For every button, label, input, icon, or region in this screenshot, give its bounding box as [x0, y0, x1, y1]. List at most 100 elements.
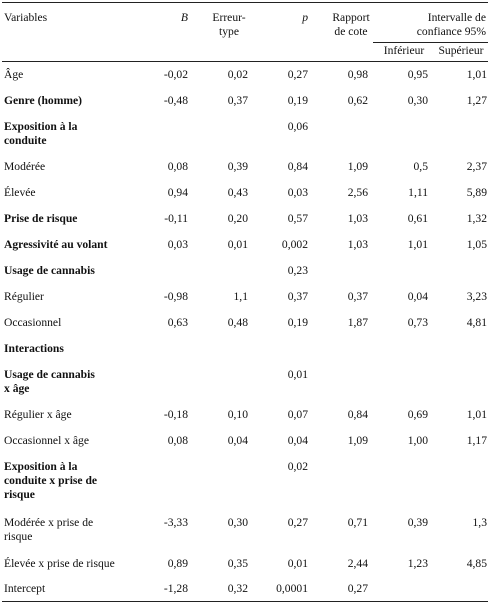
table-cell-ci-lower: 0,73 — [407, 316, 428, 329]
header-se-line2: type — [219, 25, 239, 38]
table-cell-p: 0,04 — [287, 434, 308, 447]
header-or-line1: Rapport — [332, 11, 370, 24]
table-cell-b: 0,03 — [167, 238, 188, 251]
table-cell-b: -1,28 — [163, 582, 188, 595]
table-cell-or: 0,84 — [347, 408, 368, 421]
table-cell-ci-upper: 1,01 — [466, 68, 487, 81]
table-cell-ci-lower: 0,69 — [407, 408, 428, 421]
table-cell-se: 0,30 — [227, 516, 248, 529]
table-cell-b: 0,63 — [167, 316, 188, 329]
table-cell-ci-lower: 0,30 — [407, 94, 428, 107]
table-row-label-cont: risque — [4, 488, 35, 501]
table-row-label: Âge — [4, 68, 24, 81]
table-cell-or: 1,09 — [347, 160, 368, 173]
table-cell-se: 0,20 — [227, 212, 248, 225]
table-cell-or: 1,03 — [347, 238, 368, 251]
table-row-label: Genre (homme) — [4, 94, 83, 107]
table-row-label: Élevée x prise de risque — [4, 557, 115, 570]
table-cell-p: 0,27 — [287, 68, 308, 81]
table-cell-p: 0,19 — [287, 316, 308, 329]
table-cell-p: 0,002 — [281, 238, 308, 251]
table-row-label-cont: conduite x prise de — [4, 474, 98, 487]
table-row-label: Modérée x prise de — [4, 516, 94, 529]
table-cell-p: 0,0001 — [276, 582, 308, 595]
table-row-label: Usage de cannabis — [4, 264, 95, 277]
table-cell-or: 2,44 — [347, 557, 368, 570]
table-row-label: Élevée — [4, 186, 36, 199]
table-cell-or: 0,27 — [347, 582, 368, 595]
table-cell-p: 0,23 — [287, 264, 308, 277]
table-cell-ci-lower: 0,95 — [407, 68, 428, 81]
table-cell-se: 0,35 — [227, 557, 248, 570]
table-cell-se: 0,02 — [227, 68, 248, 81]
table-cell-ci-upper: 1,32 — [466, 212, 487, 225]
table-row-label: Régulier x âge — [4, 408, 72, 421]
header-ci-lower: Inférieur — [383, 44, 425, 57]
table-cell-or: 1,87 — [347, 316, 368, 329]
header-ci-line1: Intervalle de — [427, 11, 486, 24]
table-cell-or: 2,56 — [347, 186, 368, 199]
table-cell-se: 0,32 — [227, 582, 248, 595]
table-cell-ci-lower: 1,23 — [407, 557, 428, 570]
table-row-label-cont: x âge — [4, 382, 30, 395]
header-or-line2: de cote — [334, 25, 368, 38]
header-p: p — [302, 11, 308, 24]
table-cell-p: 0,07 — [287, 408, 308, 421]
table-cell-se: 0,37 — [227, 94, 248, 107]
table-cell-ci-lower: 1,01 — [407, 238, 428, 251]
table-cell-b: -0,11 — [164, 212, 188, 225]
table-cell-b: 0,08 — [167, 160, 188, 173]
table-cell-se: 0,10 — [227, 408, 248, 421]
table-cell-ci-upper: 4,81 — [466, 316, 487, 329]
table-cell-ci-upper: 4,85 — [466, 557, 487, 570]
table-cell-se: 0,04 — [227, 434, 248, 447]
table-row-label: Exposition à la — [4, 120, 78, 133]
table-cell-b: -0,98 — [163, 290, 188, 303]
table-row-label: Exposition à la — [4, 460, 78, 473]
table-cell-ci-upper: 1,05 — [466, 238, 487, 251]
table-cell-b: 0,89 — [167, 557, 188, 570]
table-cell-b: -0,48 — [163, 94, 188, 107]
table-cell-b: 0,08 — [167, 434, 188, 447]
table-cell-p: 0,03 — [287, 186, 308, 199]
table-cell-or: 0,37 — [347, 290, 368, 303]
table-cell-ci-upper: 1,27 — [466, 94, 487, 107]
table-cell-ci-upper: 1,17 — [466, 434, 487, 447]
table-cell-p: 0,02 — [287, 460, 308, 473]
table-cell-se: 0,01 — [227, 238, 248, 251]
table-cell-p: 0,37 — [287, 290, 308, 303]
header-b: B — [180, 11, 188, 24]
ci-subheader-rule — [373, 42, 488, 43]
bottom-rule — [2, 601, 488, 602]
table-cell-ci-upper: 5,89 — [466, 186, 487, 199]
table-cell-ci-lower: 0,5 — [413, 160, 429, 173]
table-row-label: Agressivité au volant — [4, 238, 108, 251]
table-cell-or: 1,03 — [347, 212, 368, 225]
table-row-label: Occasionnel x âge — [4, 434, 89, 447]
table-cell-se: 0,48 — [227, 316, 248, 329]
header-se-line1: Erreur- — [212, 11, 246, 24]
table-cell-p: 0,01 — [287, 368, 308, 381]
header-ci-upper: Supérieur — [438, 44, 484, 57]
table-cell-p: 0,27 — [287, 516, 308, 529]
table-cell-p: 0,06 — [287, 120, 308, 133]
table-cell-se: 0,39 — [227, 160, 248, 173]
table-cell-b: -3,33 — [163, 516, 188, 529]
header-ci-line2: confiance 95% — [416, 25, 486, 38]
table-cell-se: 0,43 — [227, 186, 248, 199]
table-cell-ci-upper: 3,23 — [466, 290, 487, 303]
table-row-label: Occasionnel — [4, 316, 62, 329]
table-cell-or: 0,62 — [347, 94, 368, 107]
table-row-label: Régulier — [4, 290, 44, 303]
table-cell-or: 1,09 — [347, 434, 368, 447]
table-cell-b: -0,02 — [163, 68, 188, 81]
table-row-label: Modérée — [4, 160, 46, 173]
table-row-label: Intercept — [4, 582, 46, 595]
table-cell-p: 0,57 — [287, 212, 308, 225]
table-row-label: Usage de cannabis — [4, 368, 95, 381]
table-cell-p: 0,84 — [287, 160, 308, 173]
table-cell-ci-upper: 1,01 — [466, 408, 487, 421]
table-cell-ci-lower: 0,61 — [407, 212, 428, 225]
table-cell-ci-lower: 0,39 — [407, 516, 428, 529]
